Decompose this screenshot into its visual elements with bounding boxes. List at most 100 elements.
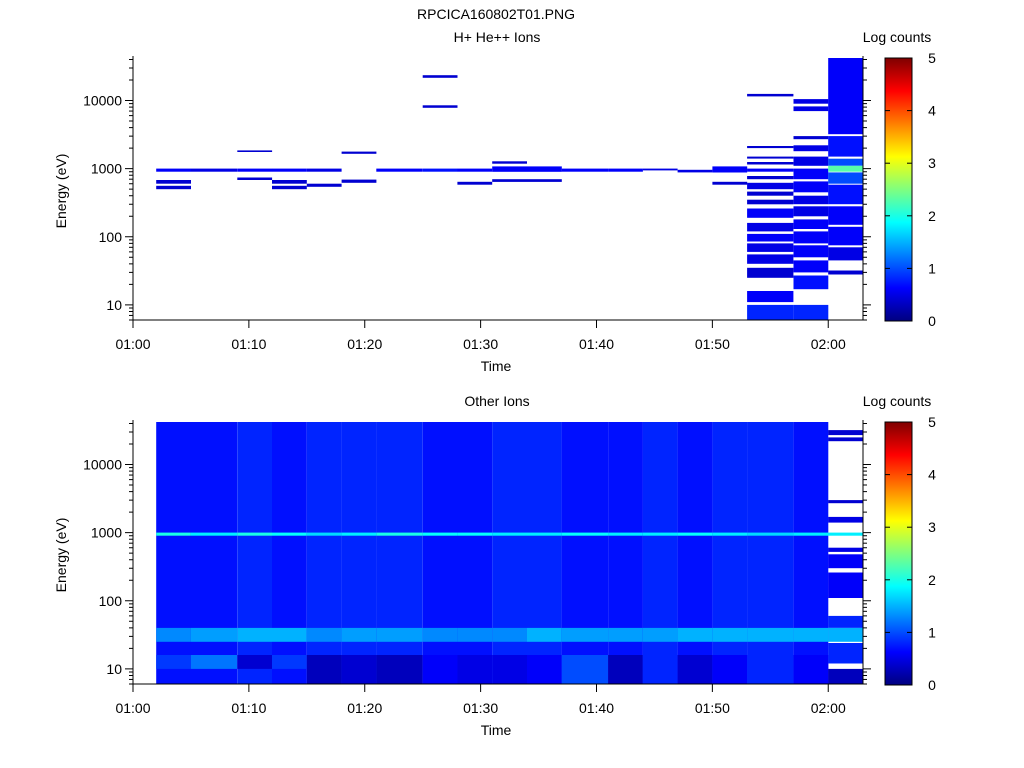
heatmap-cell xyxy=(747,422,794,684)
heatmap-cell xyxy=(457,532,493,536)
heatmap-cell xyxy=(747,222,794,232)
heatmap-cell xyxy=(156,532,191,536)
colorbar-tick-label: 5 xyxy=(928,50,936,66)
colorbar-tick-label: 4 xyxy=(928,103,936,119)
heatmap-cell xyxy=(793,275,829,290)
heatmap-cell xyxy=(747,655,794,684)
heatmap-cell xyxy=(828,668,863,684)
y-tick-label: 10000 xyxy=(83,457,122,473)
heatmap-cell xyxy=(190,168,238,172)
colorbar-tick-label: 5 xyxy=(928,414,936,430)
heatmap-cell xyxy=(156,655,191,669)
heatmap-cell xyxy=(561,532,608,536)
x-tick-label: 02:00 xyxy=(811,700,846,716)
colorbar-gradient xyxy=(884,421,913,686)
heatmap-cell xyxy=(793,422,829,684)
heatmap-cell xyxy=(828,627,863,642)
heatmap-cell xyxy=(828,158,863,166)
x-tick-label: 01:40 xyxy=(579,336,614,352)
heatmap-cell xyxy=(561,627,608,642)
heatmap-cell xyxy=(492,655,527,684)
heatmap-cell xyxy=(457,422,493,684)
heatmap-cell xyxy=(376,422,423,684)
heatmap-cell xyxy=(457,181,493,185)
heatmap-cell xyxy=(492,532,527,536)
heatmap-cell xyxy=(306,422,342,684)
heatmap-cell xyxy=(828,532,863,536)
heatmap-cell xyxy=(793,219,829,229)
heatmap-cell xyxy=(747,208,794,218)
heatmap-cell xyxy=(712,166,748,173)
heatmap-cell xyxy=(747,182,794,190)
panel-h-he-ions: H+ He++ Ions Log counts 01:00 01:10 01:20 0… xyxy=(53,29,936,374)
heatmap-cell xyxy=(793,627,829,642)
heatmap-cell xyxy=(272,180,307,184)
heatmap-cell xyxy=(190,655,238,669)
y-axis-label: Energy (eV) xyxy=(53,518,69,593)
heatmap-cell xyxy=(793,136,829,140)
heatmap-cell xyxy=(156,168,191,172)
heatmap-cell xyxy=(156,422,191,684)
heatmap-cell xyxy=(492,627,527,642)
heatmap-cell xyxy=(747,162,794,165)
panel-title: Other Ions xyxy=(464,393,529,409)
heatmap-cell xyxy=(341,422,377,684)
heatmap-cell xyxy=(608,422,643,684)
heatmap-cell xyxy=(237,177,273,180)
heatmap-cell xyxy=(747,532,794,536)
x-tick-label: 01:40 xyxy=(579,700,614,716)
heatmap-cell xyxy=(642,655,678,684)
heatmap-cell xyxy=(272,532,307,536)
colorbar-label: Log counts xyxy=(863,393,932,409)
x-tick-label: 01:00 xyxy=(115,700,150,716)
y-tick-label: 100 xyxy=(99,593,123,609)
heatmap-cell xyxy=(561,422,608,684)
panel-title: H+ He++ Ions xyxy=(454,29,541,45)
heatmap-cell xyxy=(793,532,829,536)
heatmap-cell xyxy=(608,532,643,536)
x-tick-label: 01:20 xyxy=(347,700,382,716)
heatmap-cell xyxy=(828,500,863,504)
heatmap-cell xyxy=(376,168,423,172)
heatmap-cell xyxy=(608,655,643,684)
heatmap-cell xyxy=(341,151,377,154)
colorbar-tick-label: 3 xyxy=(928,155,936,171)
heatmap-cell xyxy=(561,168,608,172)
y-tick-label: 10 xyxy=(106,297,122,313)
heatmap-cell xyxy=(237,532,273,536)
heatmap-cell xyxy=(747,93,794,97)
heatmap-cell xyxy=(712,655,748,684)
heatmap-cell xyxy=(306,655,342,684)
heatmap-cell xyxy=(237,655,273,669)
heatmap-cell xyxy=(677,655,713,684)
heatmap-cell xyxy=(828,226,863,246)
heatmap-cell xyxy=(527,532,562,536)
x-tick-label: 01:30 xyxy=(463,336,498,352)
heatmap-cell xyxy=(712,532,748,536)
heatmap-cell xyxy=(422,655,458,684)
colorbar-tick-label: 0 xyxy=(928,677,936,693)
heatmap-cell xyxy=(828,572,863,598)
heatmap-cell xyxy=(828,547,863,552)
heatmap-cell xyxy=(793,106,829,112)
colorbar-tick-label: 2 xyxy=(928,572,936,588)
heatmap-cell xyxy=(341,655,377,684)
heatmap-cell xyxy=(828,247,863,261)
heatmap-cell xyxy=(828,184,863,205)
heatmap-cell xyxy=(642,627,678,642)
heatmap-cell xyxy=(561,655,608,684)
heatmap-cell xyxy=(156,180,191,184)
heatmap-cell xyxy=(747,176,794,180)
heatmap-cell xyxy=(712,181,748,185)
heatmap-cell xyxy=(828,516,863,523)
heatmap-cell xyxy=(677,532,713,536)
heatmap-cell xyxy=(306,627,342,642)
x-tick-label: 01:10 xyxy=(231,700,266,716)
heatmap-cell xyxy=(793,206,829,217)
figure-title: RPCICA160802T01.PNG xyxy=(417,6,575,22)
heatmap-cell xyxy=(747,146,794,149)
heatmap-cell xyxy=(341,179,377,183)
heatmap-cell xyxy=(828,554,863,569)
colorbar-tick-label: 1 xyxy=(928,624,936,640)
x-tick-label: 01:50 xyxy=(695,700,730,716)
